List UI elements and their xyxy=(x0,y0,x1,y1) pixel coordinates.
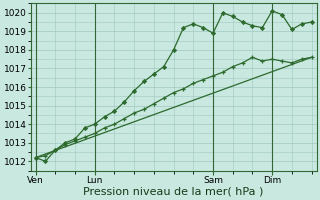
X-axis label: Pression niveau de la mer( hPa ): Pression niveau de la mer( hPa ) xyxy=(84,187,264,197)
